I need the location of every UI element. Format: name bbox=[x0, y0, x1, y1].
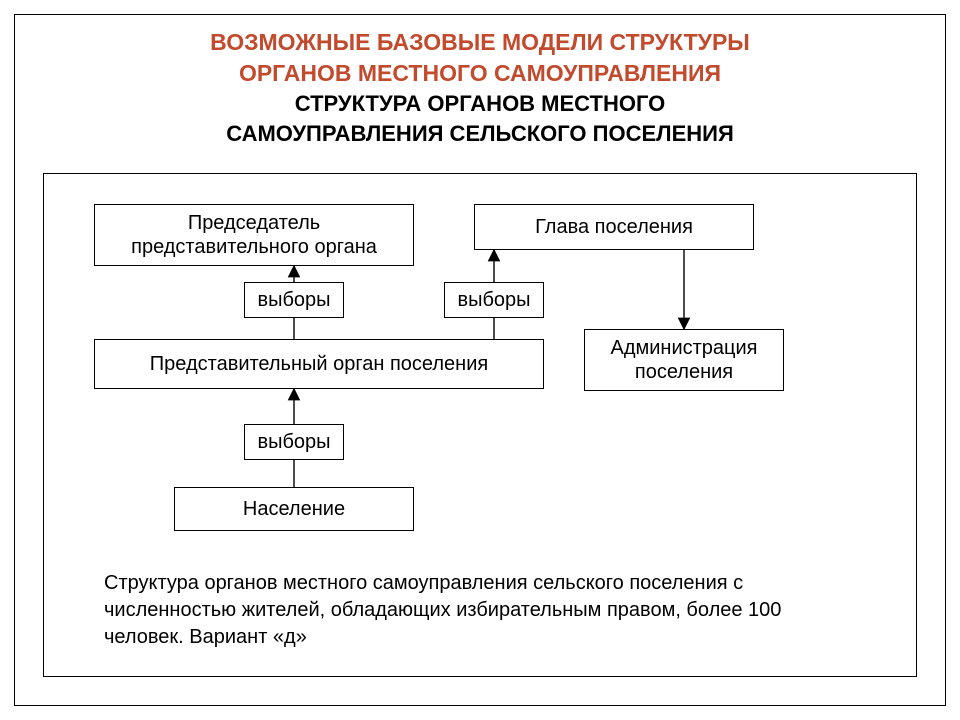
canvas: ВОЗМОЖНЫЕ БАЗОВЫЕ МОДЕЛИ СТРУКТУРЫ ОРГАН… bbox=[0, 0, 960, 720]
footer-text: Структура органов местного самоуправлени… bbox=[104, 570, 864, 651]
title-line-4: САМОУПРАВЛЕНИЯ СЕЛЬСКОГО ПОСЕЛЕНИЯ bbox=[15, 119, 945, 149]
diagram-frame: Структура органов местного самоуправлени… bbox=[43, 173, 917, 677]
node-head: Глава поселения bbox=[474, 204, 754, 250]
node-admin: Администрацияпоселения bbox=[584, 329, 784, 391]
title-line-1: ВОЗМОЖНЫЕ БАЗОВЫЕ МОДЕЛИ СТРУКТУРЫ bbox=[15, 27, 945, 58]
node-elec2: выборы bbox=[444, 282, 544, 318]
node-pop: Население bbox=[174, 487, 414, 531]
title-line-2: ОРГАНОВ МЕСТНОГО САМОУПРАВЛЕНИЯ bbox=[15, 58, 945, 89]
node-elec3: выборы bbox=[244, 424, 344, 460]
title-line-3: СТРУКТУРА ОРГАНОВ МЕСТНОГО bbox=[15, 89, 945, 119]
outer-frame: ВОЗМОЖНЫЕ БАЗОВЫЕ МОДЕЛИ СТРУКТУРЫ ОРГАН… bbox=[14, 14, 946, 706]
node-repr: Представительный орган поселения bbox=[94, 339, 544, 389]
node-elec1: выборы bbox=[244, 282, 344, 318]
node-chair: Председательпредставительного органа bbox=[94, 204, 414, 266]
title-block: ВОЗМОЖНЫЕ БАЗОВЫЕ МОДЕЛИ СТРУКТУРЫ ОРГАН… bbox=[15, 27, 945, 148]
